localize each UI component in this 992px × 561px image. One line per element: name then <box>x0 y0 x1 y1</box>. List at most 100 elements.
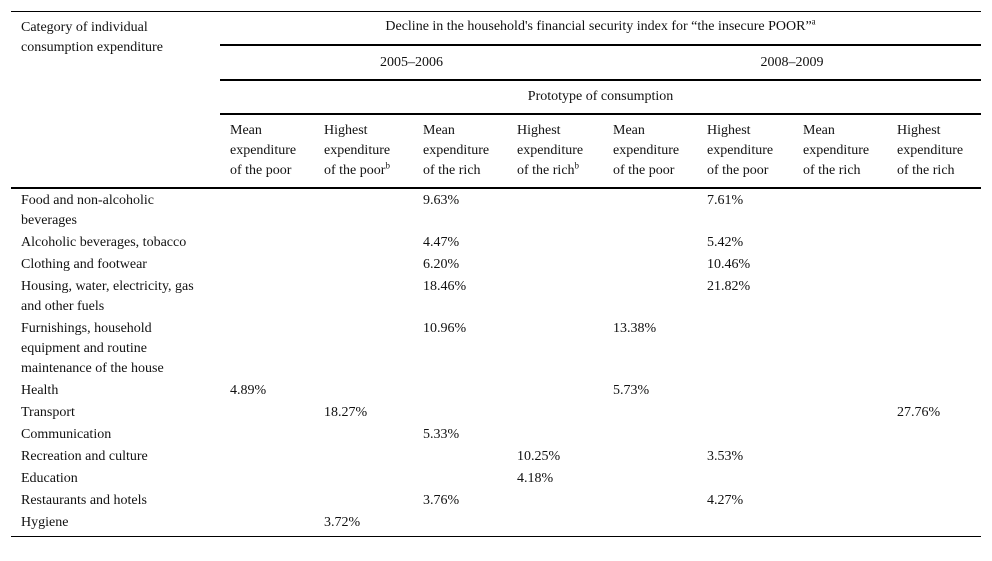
period-header-2005-2006: 2005–2006 <box>220 45 603 81</box>
bottom-rule <box>11 536 982 537</box>
header-row-1: Category of individual consumption expen… <box>11 11 982 189</box>
value-cell <box>220 402 314 424</box>
decline-index-header: Decline in the household's financial sec… <box>220 11 982 46</box>
category-cell: Hygiene <box>21 515 69 530</box>
category-cell: Food and non-alcoholic beverages <box>21 193 154 228</box>
value-cell <box>220 318 314 380</box>
value-cell <box>220 512 314 536</box>
value-cell: 18.27% <box>324 405 368 420</box>
table-row: Clothing and footwear 6.20% 10.46% <box>11 254 981 276</box>
value-cell <box>603 446 697 468</box>
value-cell <box>220 468 314 490</box>
table-row: Alcoholic beverages, tobacco 4.47% 5.42% <box>11 232 981 254</box>
subheader-cell: Mean expenditure of the poor <box>220 114 314 189</box>
value-cell: 7.61% <box>707 193 744 208</box>
value-cell: 9.63% <box>423 193 460 208</box>
table-row: Furnishings, household equipment and rou… <box>11 318 981 380</box>
value-cell <box>793 188 887 232</box>
table-row: Communication 5.33% <box>11 424 981 446</box>
value-cell: 10.46% <box>707 257 751 272</box>
value-cell <box>314 276 413 318</box>
value-cell <box>887 490 981 512</box>
subheader-cell: Highest expenditure of the richb <box>507 114 603 189</box>
subheader-label: Mean expenditure of the rich <box>423 123 490 178</box>
value-cell <box>697 402 793 424</box>
table-header: Category of individual consumption expen… <box>11 11 982 189</box>
value-cell: 18.46% <box>423 279 467 294</box>
value-cell <box>220 188 314 232</box>
value-cell <box>793 490 887 512</box>
category-cell: Furnishings, household equipment and rou… <box>21 321 164 376</box>
value-cell <box>603 188 697 232</box>
table-row: Hygiene 3.72% <box>11 512 981 536</box>
value-cell <box>314 490 413 512</box>
subheader-label: Mean expenditure of the poor <box>613 123 680 178</box>
value-cell <box>887 318 981 380</box>
value-cell <box>697 380 793 402</box>
subheader-cell: Mean expenditure of the rich <box>793 114 887 189</box>
value-cell: 27.76% <box>897 405 941 420</box>
value-cell <box>507 254 603 276</box>
category-cell: Recreation and culture <box>21 449 148 464</box>
value-cell <box>507 490 603 512</box>
value-cell <box>507 188 603 232</box>
value-cell <box>603 402 697 424</box>
value-cell: 4.89% <box>230 383 267 398</box>
value-cell <box>314 232 413 254</box>
value-cell <box>314 424 413 446</box>
table-row: Education 4.18% <box>11 468 981 490</box>
period-header-2008-2009: 2008–2009 <box>603 45 982 81</box>
category-column-header: Category of individual consumption expen… <box>11 11 220 189</box>
subheader-footnote: b <box>574 160 580 171</box>
table-row: Recreation and culture 10.25% 3.53% <box>11 446 981 468</box>
consumption-decline-table: Category of individual consumption expen… <box>11 11 982 537</box>
value-cell: 6.20% <box>423 257 460 272</box>
value-cell <box>603 512 697 536</box>
subheader-label: Mean expenditure of the poor <box>230 123 297 178</box>
header-row-periods: 2005–2006 2008–2009 <box>11 45 982 81</box>
decline-header-text: Decline in the household's financial sec… <box>385 19 812 34</box>
value-cell <box>793 468 887 490</box>
value-cell <box>314 468 413 490</box>
value-cell <box>220 254 314 276</box>
value-cell: 4.18% <box>517 471 554 486</box>
value-cell <box>887 232 981 254</box>
value-cell <box>507 276 603 318</box>
category-cell: Clothing and footwear <box>21 257 147 272</box>
subheader-label: Highest expenditure of the poor <box>707 123 774 178</box>
subheader-label: Highest expenditure of the rich <box>517 123 584 178</box>
value-cell <box>314 446 413 468</box>
category-cell: Alcoholic beverages, tobacco <box>21 235 187 250</box>
value-cell <box>697 424 793 446</box>
table-row: Housing, water, electricity, gas and oth… <box>11 276 981 318</box>
value-cell <box>887 424 981 446</box>
header-row-subheaders: Mean expenditure of the poor Highest expe… <box>11 114 982 189</box>
table-container: Category of individual consumption expen… <box>11 11 982 537</box>
value-cell: 21.82% <box>707 279 751 294</box>
value-cell <box>314 318 413 380</box>
category-cell: Housing, water, electricity, gas and oth… <box>21 279 194 314</box>
value-cell: 10.96% <box>423 321 467 336</box>
value-cell <box>220 424 314 446</box>
value-cell <box>603 468 697 490</box>
value-cell <box>220 490 314 512</box>
value-cell <box>793 254 887 276</box>
value-cell <box>887 512 981 536</box>
table-row: Health 4.89% 5.73% <box>11 380 981 402</box>
value-cell <box>793 318 887 380</box>
value-cell <box>413 380 507 402</box>
value-cell <box>887 380 981 402</box>
header-row-prototype: Prototype of consumption <box>11 80 982 115</box>
prototype-header: Prototype of consumption <box>220 80 982 115</box>
value-cell <box>793 380 887 402</box>
value-cell <box>793 402 887 424</box>
value-cell <box>887 468 981 490</box>
decline-header-footnote: a <box>811 16 816 27</box>
value-cell <box>413 446 507 468</box>
value-cell <box>603 490 697 512</box>
value-cell <box>603 232 697 254</box>
table-row: Transport 18.27% 27.76% <box>11 402 981 424</box>
value-cell <box>603 424 697 446</box>
value-cell <box>314 380 413 402</box>
subheader-cell: Highest expenditure of the poorb <box>314 114 413 189</box>
